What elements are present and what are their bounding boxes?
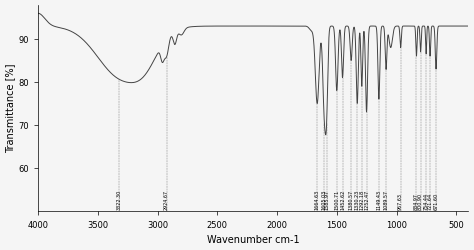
Text: 1252.47: 1252.47 — [364, 189, 369, 209]
Y-axis label: Transmittance [%]: Transmittance [%] — [6, 64, 16, 153]
Text: 967.63: 967.63 — [398, 192, 403, 209]
Text: 1605.03: 1605.03 — [322, 189, 327, 209]
Text: 754.44: 754.44 — [424, 192, 428, 209]
Text: 721.64: 721.64 — [428, 192, 433, 209]
Text: 1664.63: 1664.63 — [315, 189, 319, 209]
Text: 1292.18: 1292.18 — [359, 189, 365, 209]
Text: 1330.23: 1330.23 — [355, 189, 360, 209]
X-axis label: Wavenumber cm-1: Wavenumber cm-1 — [207, 234, 300, 244]
Text: 671.60: 671.60 — [434, 192, 438, 209]
Text: 1585.97: 1585.97 — [324, 189, 329, 209]
Text: 2924.67: 2924.67 — [164, 189, 169, 209]
Text: 1149.43: 1149.43 — [376, 189, 382, 209]
Text: 3322.30: 3322.30 — [117, 189, 121, 209]
Text: 1500.71: 1500.71 — [334, 189, 339, 209]
Text: 1089.57: 1089.57 — [383, 189, 389, 209]
Text: 1452.62: 1452.62 — [340, 189, 345, 209]
Text: 1380.57: 1380.57 — [349, 189, 354, 209]
Text: 834.97: 834.97 — [414, 192, 419, 209]
Text: 800.90: 800.90 — [418, 192, 423, 209]
